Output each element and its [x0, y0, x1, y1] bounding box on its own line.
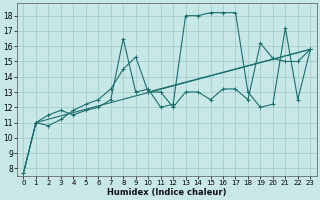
X-axis label: Humidex (Indice chaleur): Humidex (Indice chaleur)	[107, 188, 227, 197]
